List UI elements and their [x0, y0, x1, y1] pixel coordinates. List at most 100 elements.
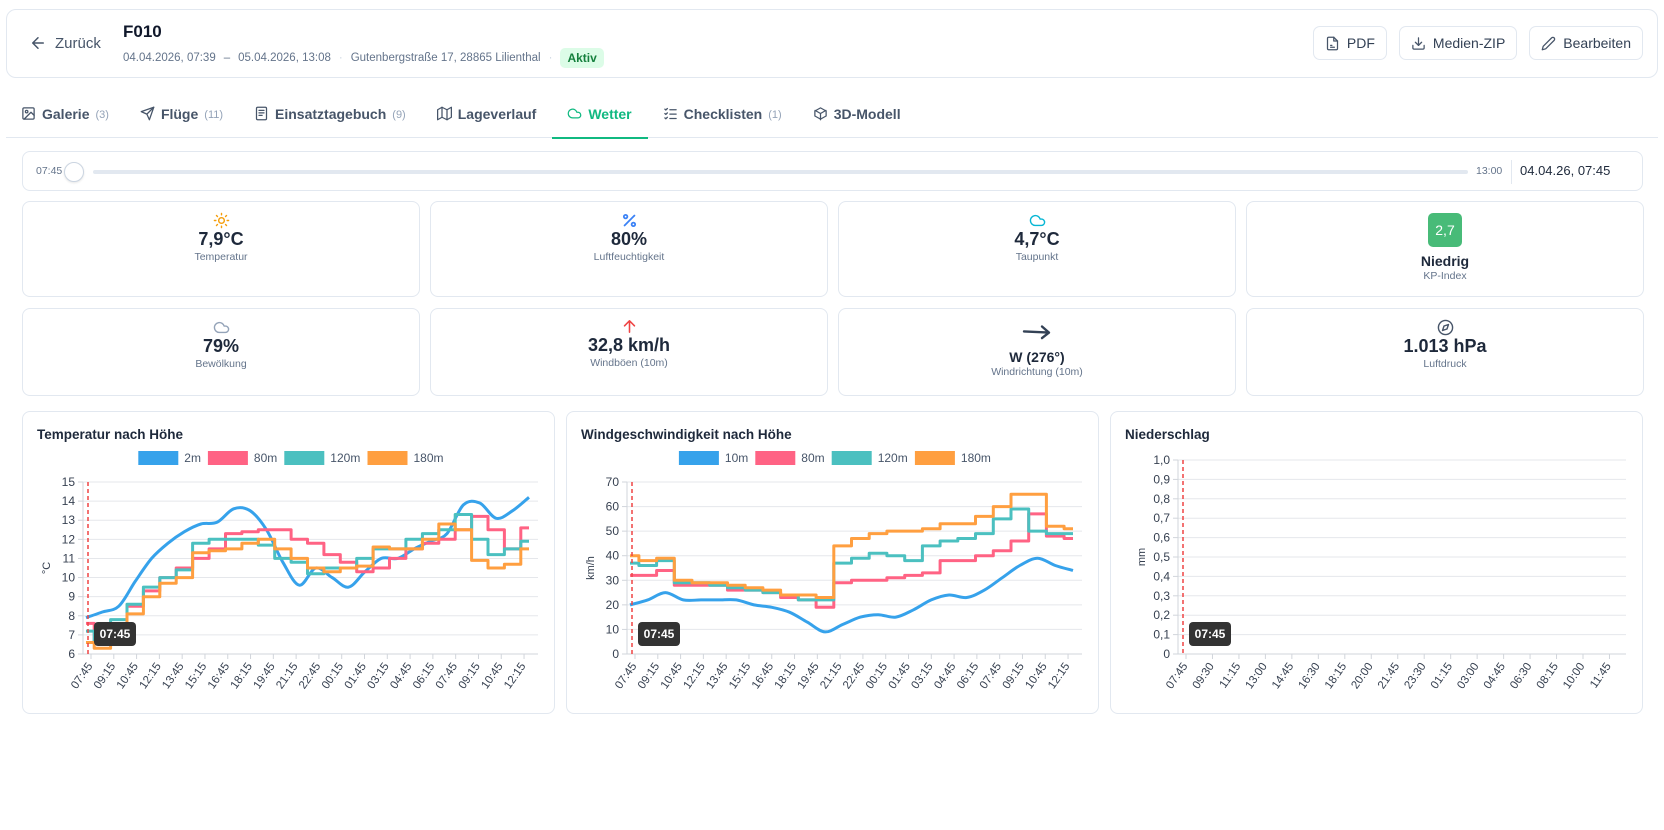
cloud-icon: [1029, 214, 1045, 227]
tab-checklists[interactable]: Checklisten (1): [648, 96, 798, 138]
slider-current-time: 04.04.26, 07:45: [1520, 163, 1611, 178]
y-tick-label: 0,6: [1153, 531, 1170, 545]
x-tick-label: 10:00: [1561, 661, 1587, 691]
metric-value: W (276°): [1009, 349, 1065, 365]
chart-precipitation-card: Niederschlag 0 0,1 0,2 0,3 0,4 0,5 0,6 0,7 0,8 0,…: [1110, 411, 1643, 714]
header-actions: PDF Medien-ZIP Bearbeiten: [1312, 26, 1643, 60]
tab-situation[interactable]: Lageverlauf: [422, 96, 553, 138]
tab-count: (9): [392, 109, 406, 121]
back-button[interactable]: Zurück: [29, 34, 101, 52]
x-tick-label: 06:30: [1508, 661, 1534, 691]
metric-temperature: 7,9°C Temperatur: [22, 201, 420, 297]
slider-end-label: 13:00: [1476, 165, 1503, 177]
chart-title: Windgeschwindigkeit nach Höhe: [581, 427, 792, 442]
arrow-up-icon: [623, 320, 635, 333]
y-tick-label: 0: [612, 647, 619, 661]
x-tick-label: 13:45: [160, 661, 186, 691]
x-tick-label: 07:45: [69, 661, 95, 691]
kp-level: Niedrig: [1420, 253, 1470, 269]
tab-label: Flüge: [160, 106, 199, 122]
y-tick-label: 11: [63, 551, 76, 565]
metric-value: 7,9°C: [198, 229, 244, 249]
x-tick-label: 03:15: [909, 661, 935, 691]
y-tick-label: 50: [606, 524, 620, 538]
y-tick-label: 10: [62, 571, 76, 585]
meta-separator: ·: [548, 52, 553, 64]
tab-count: (1): [768, 109, 782, 121]
x-tick-label: 00:15: [864, 661, 890, 691]
tab-weather[interactable]: Wetter: [552, 96, 648, 139]
slider-divider: [1511, 160, 1512, 184]
y-axis-title: mm: [1136, 548, 1148, 566]
tab-label: 3D-Modell: [833, 106, 901, 122]
mission-meta: 04.04.2026, 07:39 – 05.04.2026, 13:08 · …: [123, 48, 604, 68]
x-tick-label: 12:15: [502, 661, 528, 691]
y-tick-label: 8: [68, 609, 75, 623]
slider-thumb[interactable]: [64, 162, 84, 182]
y-tick-label: 30: [606, 573, 620, 587]
legend-label: 180m: [414, 451, 444, 465]
y-tick-label: 6: [68, 647, 75, 661]
cloud-icon: [213, 321, 229, 334]
pdf-button[interactable]: PDF: [1312, 26, 1387, 60]
legend-swatch: [678, 451, 719, 465]
send-icon: [140, 106, 155, 121]
x-tick-label: 10:45: [479, 661, 505, 691]
x-tick-label: 07:45: [1164, 661, 1190, 691]
tab-label: Lageverlauf: [457, 106, 537, 122]
notebook-icon: [255, 106, 268, 121]
y-tick-label: 15: [62, 475, 76, 489]
x-tick-label: 06:15: [411, 661, 437, 691]
x-tick-label: 14:45: [1270, 661, 1296, 691]
legend-label: 120m: [878, 451, 908, 465]
tab-flights[interactable]: Flüge (11): [125, 96, 239, 138]
x-tick-label: 18:15: [773, 661, 799, 691]
x-tick-label: 08:15: [1535, 661, 1561, 691]
chart-title: Temperatur nach Höhe: [37, 427, 184, 442]
x-tick-label: 12:15: [137, 661, 163, 691]
time-marker-label: 07:45: [100, 627, 131, 641]
address: Gutenbergstraße 17, 28865 Lilienthal: [350, 52, 541, 64]
legend-label: 80m: [801, 451, 824, 465]
kp-value-badge: 2,7: [1428, 213, 1462, 247]
back-label: Zurück: [55, 34, 101, 52]
y-tick-label: 14: [62, 494, 76, 508]
series-line-180m: [630, 492, 1073, 599]
metric-pressure: 1.013 hPa Luftdruck: [1246, 308, 1644, 396]
y-tick-label: 70: [606, 475, 620, 489]
x-tick-label: 09:30: [1191, 661, 1217, 691]
metric-label: Luftdruck: [1423, 358, 1467, 370]
time-marker-badge: [638, 622, 680, 646]
pencil-icon: [1541, 36, 1556, 50]
metric-value: 1.013 hPa: [1403, 336, 1487, 356]
list-checks-icon: [663, 107, 677, 120]
y-tick-label: 0,1: [1153, 628, 1170, 642]
x-tick-label: 11:45: [1588, 661, 1614, 691]
tab-3d-model[interactable]: 3D-Modell: [798, 96, 917, 138]
tab-logbook[interactable]: Einsatztagebuch (9): [239, 96, 422, 138]
time-marker-badge: [1189, 622, 1231, 646]
y-tick-label: 12: [62, 532, 76, 546]
tab-count: (3): [95, 109, 109, 121]
slider-track[interactable]: [93, 170, 1468, 174]
x-tick-label: 04:45: [1482, 661, 1508, 691]
download-icon: [1412, 36, 1425, 50]
edit-button[interactable]: Bearbeiten: [1529, 26, 1643, 60]
y-tick-label: 20: [606, 598, 620, 612]
x-tick-label: 04:45: [932, 661, 958, 691]
metric-value: 80%: [610, 229, 648, 249]
y-tick-label: 40: [606, 549, 620, 563]
page-title: F010: [123, 22, 162, 41]
x-tick-label: 13:00: [1244, 661, 1270, 691]
x-tick-label: 03:00: [1455, 661, 1481, 691]
slider-start-label: 07:45: [36, 165, 63, 177]
tab-gallery[interactable]: Galerie (3): [6, 96, 125, 138]
time-slider-card: 07:45 13:00 04.04.26, 07:45: [22, 151, 1643, 191]
metric-value: 4,7°C: [1014, 229, 1060, 249]
tab-label: Wetter: [588, 106, 632, 122]
x-tick-label: 11:15: [1218, 661, 1244, 691]
media-zip-button[interactable]: Medien-ZIP: [1398, 26, 1518, 60]
x-tick-label: 21:45: [1376, 661, 1402, 691]
legend-swatch: [138, 451, 179, 465]
temperature-chart: 2m 80m 120m 180m6789101112131415°C07:4509:1…: [41, 451, 538, 691]
